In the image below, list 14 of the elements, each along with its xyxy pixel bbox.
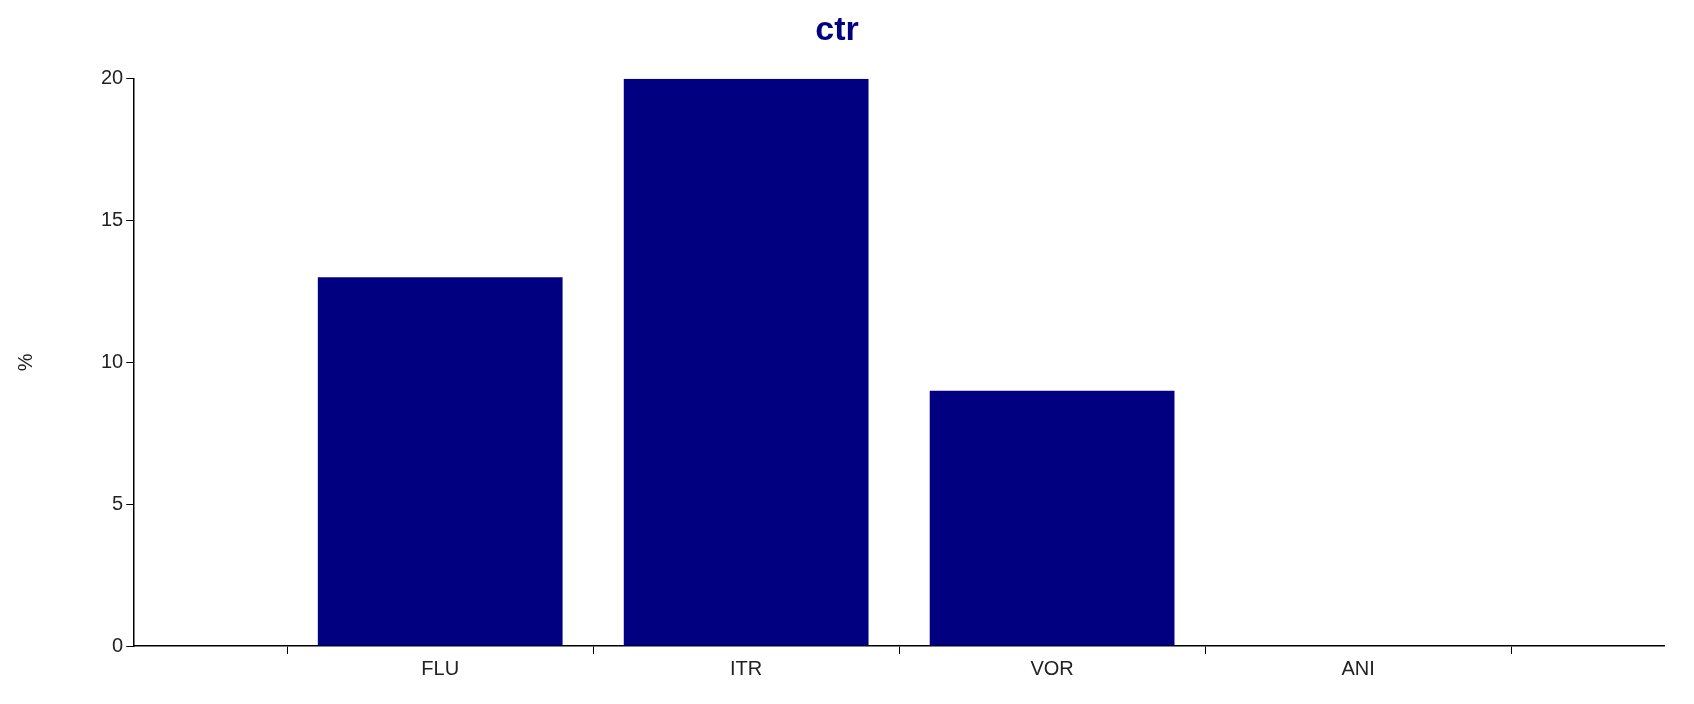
y-tick-label: 5 <box>112 491 124 514</box>
x-tick-label: VOR <box>1030 656 1074 679</box>
bar <box>929 390 1175 646</box>
y-tick-label: 0 <box>112 633 124 656</box>
bar <box>623 78 869 646</box>
x-tick-label: ANI <box>1341 656 1375 679</box>
x-tick-label: FLU <box>421 656 460 679</box>
y-tick-label: 15 <box>101 208 124 231</box>
bar <box>317 277 563 646</box>
chart-title: ctr <box>815 8 859 47</box>
x-tick-label: ITR <box>730 656 763 679</box>
y-axis-title: % <box>13 353 36 372</box>
y-tick-label: 10 <box>101 349 124 372</box>
y-tick-label: 20 <box>101 66 124 89</box>
